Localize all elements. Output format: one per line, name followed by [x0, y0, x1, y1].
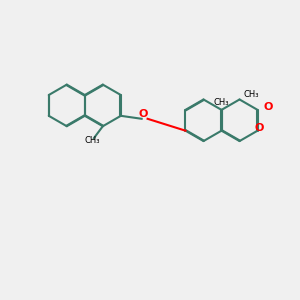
Text: O: O: [263, 102, 273, 112]
Text: CH₃: CH₃: [214, 98, 229, 107]
Text: CH₃: CH₃: [85, 136, 100, 145]
Text: CH₃: CH₃: [244, 89, 260, 98]
Text: O: O: [138, 109, 148, 119]
Text: O: O: [254, 123, 264, 133]
